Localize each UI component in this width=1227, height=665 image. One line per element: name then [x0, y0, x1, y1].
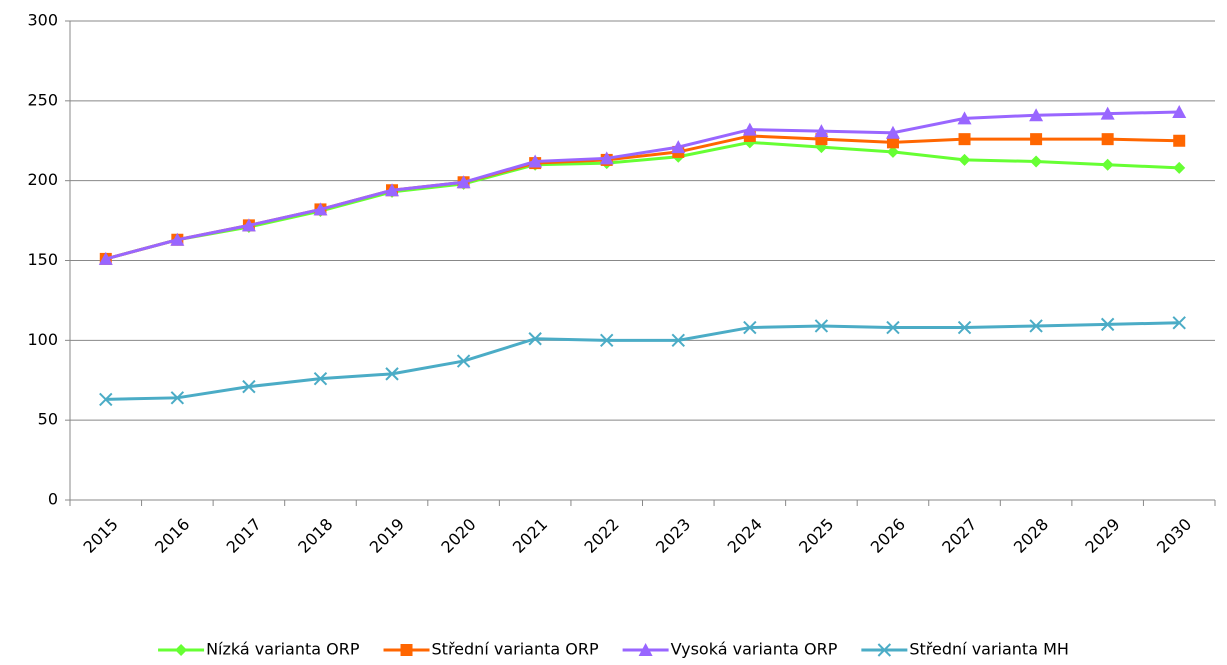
marker — [170, 391, 185, 405]
marker — [456, 354, 471, 368]
x-tick-label: 2020 — [437, 515, 479, 557]
marker — [958, 153, 971, 166]
marker — [1030, 155, 1043, 168]
marker — [885, 125, 900, 139]
marker — [98, 251, 113, 265]
marker — [886, 145, 899, 158]
marker — [170, 232, 185, 246]
x-tick-label: 2022 — [581, 515, 623, 557]
series-line — [105, 110, 1180, 261]
marker — [1101, 133, 1114, 146]
marker — [886, 320, 900, 335]
marker — [99, 392, 113, 407]
marker — [671, 333, 685, 348]
x-tick-label: 2024 — [724, 515, 766, 557]
legend-label: Nízká varianta ORP — [206, 640, 360, 659]
marker — [814, 124, 829, 138]
marker — [528, 154, 543, 168]
marker — [1173, 134, 1186, 147]
marker — [385, 367, 399, 381]
marker — [1030, 133, 1043, 146]
marker — [1172, 316, 1186, 330]
marker — [175, 644, 188, 656]
legend-label: Vysoká varianta ORP — [671, 640, 838, 659]
marker — [385, 183, 400, 197]
marker — [241, 218, 256, 232]
marker — [957, 320, 972, 335]
marker — [886, 136, 899, 149]
marker — [877, 643, 892, 657]
legend-label: Střední varianta MH — [909, 640, 1069, 659]
x-tick-label: 2015 — [80, 515, 122, 557]
marker — [957, 111, 972, 125]
marker — [1173, 161, 1186, 174]
y-tick-label: 150 — [27, 250, 58, 269]
x-tick-label: 2018 — [294, 515, 336, 557]
x-tick-label: 2028 — [1010, 515, 1052, 557]
marker — [1101, 158, 1114, 171]
marker — [528, 332, 542, 346]
x-tick-label: 2030 — [1153, 515, 1195, 557]
marker — [313, 371, 328, 386]
marker — [1100, 106, 1115, 120]
x-tick-label: 2029 — [1081, 515, 1123, 557]
marker — [742, 122, 757, 136]
marker — [814, 319, 829, 333]
marker — [1172, 105, 1187, 119]
marker — [958, 133, 971, 146]
marker — [1100, 317, 1115, 332]
x-tick-label: 2016 — [151, 515, 193, 557]
y-tick-label: 300 — [27, 11, 58, 30]
x-tick-label: 2025 — [795, 515, 837, 557]
marker — [1029, 319, 1043, 333]
series-line — [105, 321, 1180, 401]
marker — [313, 202, 328, 216]
marker — [671, 140, 686, 154]
y-tick-label: 0 — [48, 490, 58, 509]
y-tick-label: 50 — [38, 410, 58, 429]
x-tick-label: 2026 — [867, 515, 909, 557]
y-tick-label: 250 — [27, 90, 58, 109]
legend-label: Střední varianta ORP — [432, 640, 599, 659]
series-line — [105, 140, 1180, 261]
y-tick-label: 100 — [27, 330, 58, 349]
marker — [400, 644, 413, 656]
marker — [638, 643, 653, 656]
marker — [1029, 108, 1044, 122]
marker — [456, 175, 471, 189]
x-tick-label: 2019 — [366, 515, 408, 557]
marker — [599, 151, 614, 165]
y-tick-label: 200 — [27, 170, 58, 189]
legend: Nízká varianta ORP Střední varianta ORP Vy… — [158, 640, 1069, 659]
marker — [600, 333, 614, 348]
marker — [743, 320, 757, 335]
marker — [242, 379, 256, 394]
series-line — [105, 134, 1180, 261]
x-tick-label: 2027 — [938, 515, 980, 557]
x-tick-label: 2021 — [509, 515, 551, 557]
x-tick-label: 2023 — [652, 515, 694, 557]
x-tick-label: 2017 — [223, 515, 265, 557]
